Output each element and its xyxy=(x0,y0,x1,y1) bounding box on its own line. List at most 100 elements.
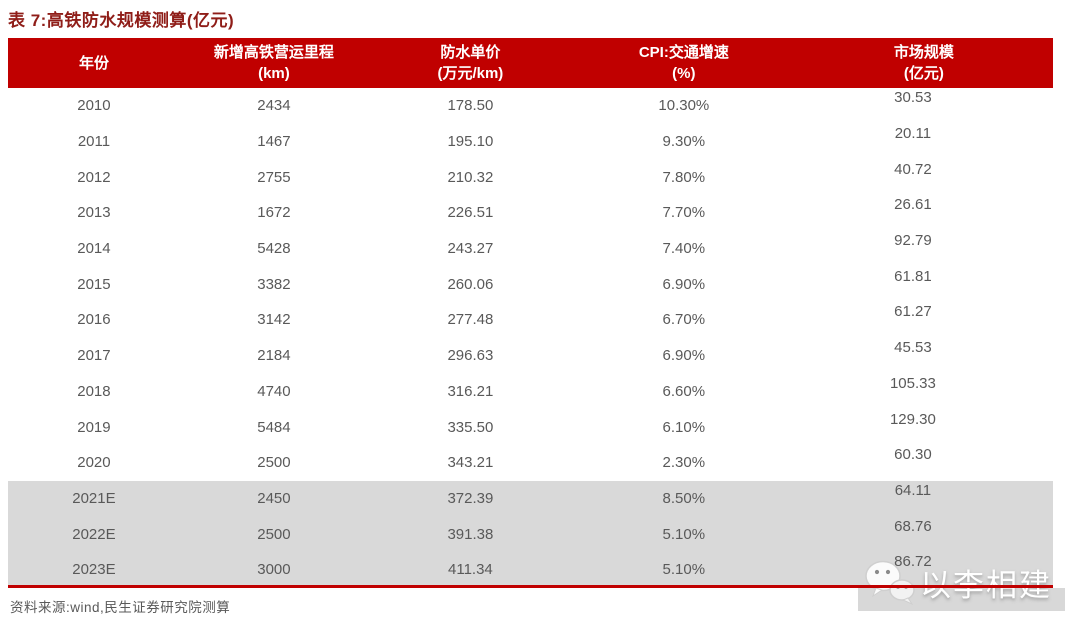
cell-value: 260.06 xyxy=(447,275,494,293)
cell-year: 2014 xyxy=(8,240,180,257)
cell-year: 2013 xyxy=(8,204,180,221)
cell-year: 2016 xyxy=(8,311,180,328)
cell-value: 2015 xyxy=(77,275,111,293)
cell-value: 2016 xyxy=(77,311,111,329)
cell-market: 86.72 xyxy=(795,553,1053,578)
col-label: 防水单价 xyxy=(440,44,501,61)
cell-market: 61.81 xyxy=(795,268,1053,293)
cell-year: 2015 xyxy=(8,276,180,293)
cell-value: 195.10 xyxy=(447,133,494,151)
cell-value: 30.53 xyxy=(894,89,932,107)
cell-price: 372.39 xyxy=(368,490,573,507)
cell-value: 2450 xyxy=(257,489,291,507)
cell-market: 129.30 xyxy=(795,411,1053,436)
table-bottom-rule xyxy=(8,585,1053,588)
cell-value: 20.11 xyxy=(894,125,932,143)
cell-price: 178.50 xyxy=(368,97,573,114)
cell-mileage: 2500 xyxy=(180,454,368,471)
cell-value: 2011 xyxy=(77,133,111,151)
cell-value: 2018 xyxy=(77,382,111,400)
cell-value: 6.90% xyxy=(662,275,706,293)
table-row: 2023E 3000 411.34 5.10% 86.72 xyxy=(8,551,1053,588)
cell-value: 1467 xyxy=(257,133,291,151)
cell-year: 2011 xyxy=(8,133,180,150)
cell-cpi: 10.30% xyxy=(573,97,795,114)
col-label: 市场规模 xyxy=(893,44,954,61)
cell-market: 60.30 xyxy=(795,446,1053,471)
data-table: 年份 新增高铁营运里程 (km) 防水单价 (万元/km) CPI:交通增速 (… xyxy=(8,38,1053,588)
cell-year: 2017 xyxy=(8,347,180,364)
table-body: 2010 2434 178.50 10.30% 30.53 2011 1467 … xyxy=(8,88,1053,588)
table-row: 2021E 2450 372.39 8.50% 64.11 xyxy=(8,480,1053,517)
cell-value: 5.10% xyxy=(662,525,706,543)
table-row: 2016 3142 277.48 6.70% 61.27 xyxy=(8,302,1053,338)
col-unit: (亿元) xyxy=(903,65,944,82)
cell-value: 61.27 xyxy=(894,303,932,321)
table-header-row: 年份 新增高铁营运里程 (km) 防水单价 (万元/km) CPI:交通增速 (… xyxy=(8,38,1053,88)
cell-year: 2010 xyxy=(8,97,180,114)
cell-value: 411.34 xyxy=(448,561,493,579)
cell-year: 2012 xyxy=(8,169,180,186)
col-header-mileage: 新增高铁营运里程 (km) xyxy=(180,38,368,88)
table-row: 2015 3382 260.06 6.90% 61.81 xyxy=(8,266,1053,303)
cell-value: 45.53 xyxy=(894,339,932,357)
cell-value: 2.30% xyxy=(662,454,706,472)
cell-value: 40.72 xyxy=(894,160,932,178)
cell-value: 391.38 xyxy=(447,525,494,543)
cell-value: 6.70% xyxy=(662,311,706,329)
cell-value: 60.30 xyxy=(894,446,932,464)
cell-price: 316.21 xyxy=(368,383,573,400)
cell-cpi: 7.70% xyxy=(573,204,795,221)
cell-price: 411.34 xyxy=(368,561,573,578)
cell-value: 2020 xyxy=(77,454,111,472)
cell-market: 64.11 xyxy=(795,482,1053,507)
cell-value: 2019 xyxy=(77,418,111,436)
cell-value: 210.32 xyxy=(447,168,494,186)
cell-value: 2023E xyxy=(72,561,116,579)
cell-value: 2184 xyxy=(257,347,291,365)
cell-value: 2022E xyxy=(72,525,116,543)
cell-cpi: 9.30% xyxy=(573,133,795,150)
table-row: 2011 1467 195.10 9.30% 20.11 xyxy=(8,123,1053,160)
cell-mileage: 1672 xyxy=(180,204,368,221)
cell-value: 6.90% xyxy=(662,347,706,365)
cell-cpi: 5.10% xyxy=(573,526,795,543)
col-header-market: 市场规模 (亿元) xyxy=(795,38,1053,88)
cell-value: 243.27 xyxy=(447,240,494,258)
cell-value: 2014 xyxy=(77,240,111,258)
cell-cpi: 2.30% xyxy=(573,454,795,471)
cell-value: 4740 xyxy=(257,382,291,400)
cell-value: 6.60% xyxy=(662,382,706,400)
table-row: 2013 1672 226.51 7.70% 26.61 xyxy=(8,195,1053,231)
cell-value: 226.51 xyxy=(447,204,494,222)
cell-mileage: 2184 xyxy=(180,347,368,364)
cell-price: 226.51 xyxy=(368,204,573,221)
cell-price: 243.27 xyxy=(368,240,573,257)
table-row: 2017 2184 296.63 6.90% 45.53 xyxy=(8,337,1053,374)
col-unit: (万元/km) xyxy=(437,65,504,82)
table-row: 2020 2500 343.21 2.30% 60.30 xyxy=(8,444,1053,481)
cell-cpi: 7.40% xyxy=(573,240,795,257)
cell-value: 3382 xyxy=(257,275,291,293)
cell-value: 343.21 xyxy=(447,454,494,472)
cell-mileage: 2500 xyxy=(180,526,368,543)
cell-value: 129.30 xyxy=(889,410,936,428)
cell-price: 277.48 xyxy=(368,311,573,328)
cell-mileage: 3142 xyxy=(180,311,368,328)
cell-value: 277.48 xyxy=(447,311,494,329)
cell-cpi: 6.60% xyxy=(573,383,795,400)
cell-year: 2018 xyxy=(8,383,180,400)
cell-price: 335.50 xyxy=(368,419,573,436)
cell-value: 5428 xyxy=(257,240,291,258)
cell-value: 6.10% xyxy=(662,418,706,436)
cell-market: 61.27 xyxy=(795,303,1053,328)
cell-value: 2010 xyxy=(77,97,111,115)
cell-value: 5484 xyxy=(257,418,291,436)
cell-value: 2012 xyxy=(77,168,111,186)
cell-mileage: 5428 xyxy=(180,240,368,257)
cell-value: 86.72 xyxy=(894,553,932,571)
col-header-price: 防水单价 (万元/km) xyxy=(368,38,573,88)
table-row: 2022E 2500 391.38 5.10% 68.76 xyxy=(8,516,1053,552)
cell-market: 40.72 xyxy=(795,161,1053,186)
cell-year: 2020 xyxy=(8,454,180,471)
